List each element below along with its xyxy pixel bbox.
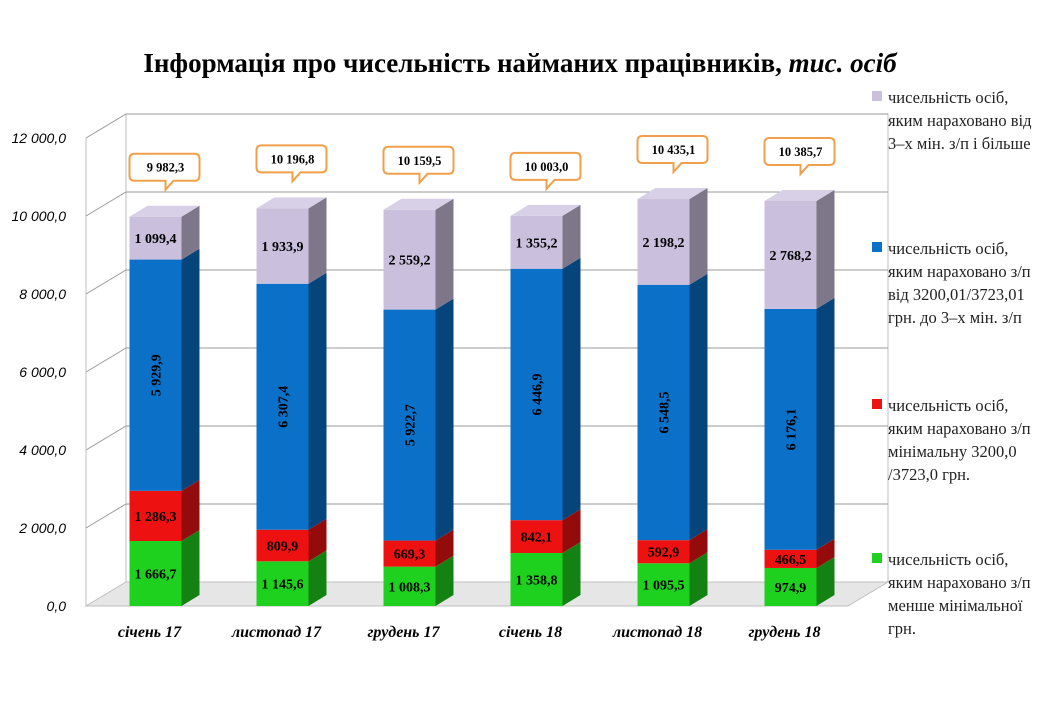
- bar-stack: 1 145,6 809,9 6 307,4 1 933,9 10 196,8: [257, 145, 327, 606]
- data-label: 1 933,9: [262, 240, 304, 255]
- data-label: 1 358,8: [516, 574, 558, 589]
- bar-stack: 974,9 466,5 6 176,1 2 768,2 10 385,7: [765, 138, 835, 606]
- data-label: 1 145,6: [262, 578, 304, 593]
- data-label: 592,9: [648, 546, 680, 561]
- data-label: 1 286,3: [135, 510, 177, 525]
- data-label: 5 922,7: [404, 404, 419, 446]
- total-label: 10 385,7: [779, 145, 823, 159]
- data-label: 5 929,9: [150, 354, 165, 396]
- bar-segment-side: [817, 298, 835, 550]
- legend-label: чисельність осіб, яким нараховано від 3–…: [888, 86, 1040, 155]
- x-category-label: січень 17: [118, 624, 182, 641]
- bar-stack: 1 358,8 842,1 6 446,9 1 355,2 10 003,0: [511, 153, 581, 606]
- y-tick-label: 2 000,0: [18, 520, 66, 536]
- total-label: 10 003,0: [525, 160, 569, 174]
- data-label: 974,9: [775, 581, 807, 596]
- data-label: 1 355,2: [516, 236, 558, 251]
- legend-color-swatch: [872, 242, 882, 252]
- y-tick-label: 4 000,0: [19, 442, 66, 458]
- legend-label: чисельність осіб, яким нараховано з/п мі…: [888, 394, 1040, 486]
- total-label: 10 159,5: [398, 154, 442, 168]
- data-label: 466,5: [775, 553, 807, 568]
- x-category-label: грудень 17: [368, 624, 441, 641]
- legend-color-swatch: [872, 399, 882, 409]
- y-tick-label: 6 000,0: [19, 364, 66, 380]
- x-category-label: листопад 17: [231, 624, 322, 641]
- data-label: 6 548,5: [658, 391, 673, 433]
- bar-segment-side: [563, 258, 581, 520]
- total-label: 10 435,1: [652, 143, 696, 157]
- data-label: 2 768,2: [770, 249, 812, 264]
- bar-segment-side: [690, 274, 708, 540]
- bar-segment-side: [182, 530, 200, 606]
- total-label: 10 196,8: [271, 152, 315, 166]
- y-tick-label: 0,0: [47, 598, 67, 614]
- legend-color-swatch: [872, 553, 882, 563]
- bar-segment-side: [563, 542, 581, 606]
- data-label: 6 446,9: [531, 373, 546, 415]
- bar-segment-side: [690, 188, 708, 285]
- data-label: 669,3: [394, 548, 426, 563]
- total-label: 9 982,3: [147, 161, 185, 175]
- data-label: 6 176,1: [785, 408, 800, 450]
- bar-stack: 1 008,3 669,3 5 922,7 2 559,2 10 159,5: [384, 147, 454, 606]
- x-category-label: січень 18: [499, 624, 562, 641]
- data-label: 2 198,2: [643, 236, 685, 251]
- bar-segment-side: [817, 190, 835, 309]
- data-label: 842,1: [521, 531, 553, 546]
- legend-color-swatch: [872, 91, 882, 101]
- bar-stack: 1 666,7 1 286,3 5 929,9 1 099,4 9 982,3: [130, 154, 200, 606]
- y-tick-label: 10 000,0: [12, 208, 67, 224]
- data-label: 6 307,4: [277, 386, 292, 428]
- data-label: 1 099,4: [135, 232, 177, 247]
- y-tick-label: 12 000,0: [12, 130, 67, 146]
- bar-segment-side: [309, 197, 327, 283]
- legend-label: чисельність осіб, яким нараховано з/п ме…: [888, 548, 1040, 640]
- bar-segment-side: [563, 205, 581, 269]
- data-label: 2 559,2: [389, 254, 431, 269]
- y-tick-label: 8 000,0: [19, 286, 66, 302]
- bar-segment-side: [436, 199, 454, 310]
- bar-stack: 1 095,5 592,9 6 548,5 2 198,2 10 435,1: [638, 136, 708, 606]
- data-label: 809,9: [267, 540, 299, 555]
- bar-segment-side: [309, 273, 327, 530]
- data-label: 1 095,5: [643, 579, 685, 594]
- data-label: 1 008,3: [389, 580, 431, 595]
- data-label: 1 666,7: [135, 567, 177, 582]
- legend-label: чисельність осіб, яким нараховано з/п ві…: [888, 237, 1040, 329]
- bar-segment-side: [436, 299, 454, 541]
- x-category-label: грудень 18: [749, 624, 821, 641]
- x-category-label: листопад 18: [612, 624, 702, 641]
- bar-segment-side: [182, 249, 200, 491]
